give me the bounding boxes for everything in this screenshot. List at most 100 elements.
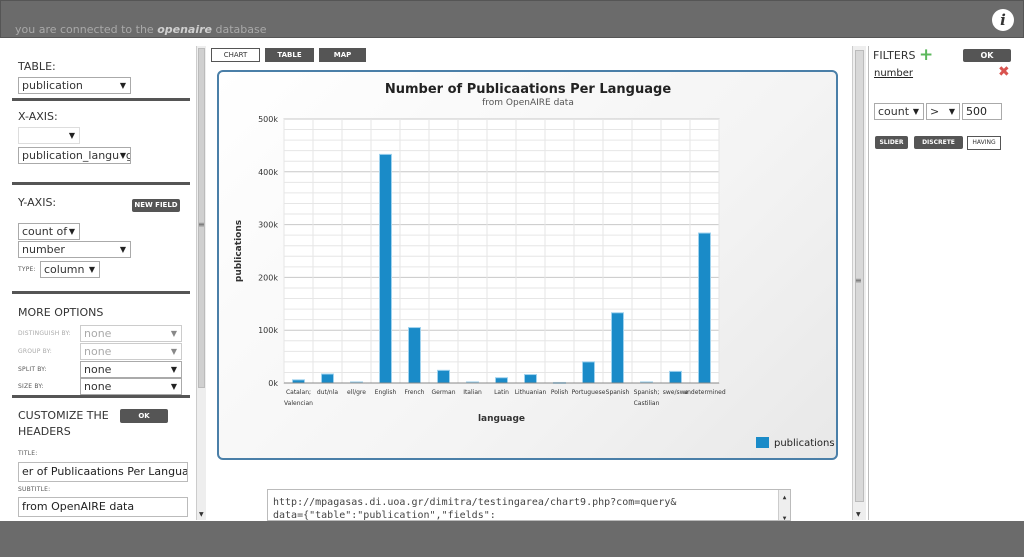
- tab-map[interactable]: MAP: [319, 48, 366, 62]
- y-tick-label: 100k: [258, 326, 278, 335]
- filter-agg-value: count: [878, 105, 910, 118]
- more-options-label: MORE OPTIONS: [18, 306, 104, 319]
- chevron-down-icon: ▼: [170, 347, 177, 356]
- x-tick-label: German: [431, 389, 455, 396]
- section-divider: [12, 395, 190, 398]
- chevron-down-icon: ▼: [119, 81, 126, 90]
- y-axis-field-select[interactable]: number ▼: [18, 241, 131, 258]
- x-tick-label: Catalan;: [286, 389, 311, 396]
- filter-agg-select[interactable]: count ▼: [874, 103, 924, 120]
- resize-handle-icon[interactable]: ≡: [198, 220, 205, 229]
- option-select[interactable]: none ▼: [80, 343, 182, 360]
- center-scrollbar[interactable]: [852, 46, 866, 520]
- bar-swe-swe: [669, 370, 682, 384]
- bar-lithuanian: [524, 374, 537, 384]
- filter-threshold-input[interactable]: 500: [962, 103, 1002, 120]
- x-tick-label: Polish: [551, 389, 569, 396]
- option-select-value: none: [84, 363, 112, 376]
- customize-headers-label: CUSTOMIZE THE HEADERS: [18, 408, 109, 440]
- option-label: DISTINGUISH BY:: [18, 330, 71, 337]
- section-divider: [12, 291, 190, 294]
- bar-portuguese: [582, 361, 595, 384]
- bar-spanish: [611, 312, 624, 384]
- chevron-down-icon: ▼: [170, 365, 177, 374]
- subtitle-label: SUBTITLE:: [18, 486, 51, 493]
- new-field-button[interactable]: NEW FIELD: [132, 199, 180, 212]
- y-tick-label: 400k: [258, 168, 278, 177]
- customize-ok-button[interactable]: OK: [120, 409, 168, 423]
- chart-type-value: column: [44, 263, 85, 276]
- scrollbar-thumb[interactable]: [855, 50, 864, 502]
- textarea-scrollbar[interactable]: ▲ ▼: [778, 490, 790, 521]
- chart-title-input[interactable]: er of Publicaations Per Language: [18, 462, 188, 482]
- chart-svg: Number of Publicaations Per Languagefrom…: [234, 82, 835, 449]
- connection-suffix: database: [215, 23, 267, 36]
- tab-chart[interactable]: CHART: [211, 48, 260, 62]
- discrete-button[interactable]: DISCRETE: [914, 136, 963, 149]
- x-axis-label: X-AXIS:: [18, 110, 58, 123]
- option-label: SIZE BY:: [18, 383, 44, 390]
- y-axis-label: publications: [234, 220, 244, 282]
- chart-subtitle-input[interactable]: from OpenAIRE data: [18, 497, 188, 517]
- chart-type-select[interactable]: column ▼: [40, 261, 100, 278]
- option-select[interactable]: none ▼: [80, 378, 182, 395]
- title-label: TITLE:: [18, 450, 38, 457]
- add-filter-icon[interactable]: +: [919, 45, 934, 65]
- x-tick-label: Italian: [463, 389, 482, 396]
- filter-operator-value: >: [930, 105, 940, 118]
- scroll-down-icon[interactable]: ▼: [199, 511, 204, 518]
- chevron-down-icon: ▼: [88, 265, 95, 274]
- bar-latin: [495, 377, 508, 384]
- y-axis-agg-value: count of: [22, 225, 68, 238]
- filters-ok-button[interactable]: OK: [963, 49, 1011, 62]
- x-tick-label: Lithuanian: [515, 389, 547, 396]
- x-axis-field-value: publication_language: [22, 149, 131, 162]
- filters-panel: FILTERS + OK number ✖ count ▼ > ▼ 500 SLID…: [872, 45, 1012, 520]
- scroll-up-icon[interactable]: ▲: [782, 494, 787, 501]
- tab-table[interactable]: TABLE: [265, 48, 314, 62]
- remove-filter-icon[interactable]: ✖: [998, 64, 1010, 80]
- x-axis-label: language: [478, 414, 525, 424]
- table-select[interactable]: publication ▼: [18, 77, 131, 94]
- slider-button[interactable]: SLIDER: [875, 136, 908, 149]
- x-tick-label: swe/swe: [663, 389, 689, 396]
- chevron-down-icon: ▼: [68, 227, 75, 236]
- filter-field-link[interactable]: number: [874, 68, 914, 79]
- x-tick-label: Spanish: [606, 389, 630, 396]
- option-select[interactable]: none ▼: [80, 361, 182, 378]
- customize-label-line2: HEADERS: [18, 425, 71, 438]
- bar-undetermined: [698, 232, 711, 384]
- scrollbar-thumb[interactable]: [198, 48, 205, 388]
- filters-label: FILTERS: [873, 49, 916, 62]
- x-tick-label: ell/gre: [347, 389, 366, 396]
- filter-operator-select[interactable]: > ▼: [926, 103, 960, 120]
- x-tick-label: Castilian: [634, 400, 660, 407]
- database-name: openaire: [157, 23, 212, 36]
- legend-swatch: [756, 437, 769, 448]
- bar-dut-nla: [321, 373, 334, 384]
- connection-prefix: you are connected to the: [15, 23, 154, 36]
- option-select[interactable]: none ▼: [80, 325, 182, 342]
- query-url-textarea[interactable]: http://mpagasas.di.uoa.gr/dimitra/testin…: [267, 489, 791, 521]
- x-axis-field-select[interactable]: publication_language ▼: [18, 147, 131, 164]
- chevron-down-icon: ▼: [912, 107, 919, 116]
- chevron-down-icon: ▼: [119, 245, 126, 254]
- bottom-bar: [0, 521, 1024, 557]
- having-button[interactable]: HAVING: [967, 136, 1001, 150]
- scroll-down-icon[interactable]: ▼: [782, 515, 787, 521]
- resize-handle-icon[interactable]: ≡: [855, 276, 862, 285]
- y-tick-label: 500k: [258, 115, 278, 124]
- x-tick-label: Latin: [494, 389, 509, 396]
- info-icon[interactable]: i: [992, 9, 1014, 31]
- y-axis-agg-select[interactable]: count of ▼: [18, 223, 80, 240]
- left-panel-scrollbar[interactable]: [196, 46, 206, 520]
- chevron-down-icon: ▼: [68, 131, 75, 140]
- x-tick-label: undetermined: [683, 389, 726, 396]
- x-tick-label: Portuguese: [572, 389, 606, 396]
- option-label: SPLIT BY:: [18, 366, 47, 373]
- x-tick-label: French: [405, 389, 425, 396]
- y-tick-label: 0k: [268, 379, 278, 388]
- scroll-down-icon[interactable]: ▼: [856, 511, 861, 518]
- x-axis-agg-select[interactable]: ▼: [18, 127, 80, 144]
- legend-label: publications: [774, 438, 835, 449]
